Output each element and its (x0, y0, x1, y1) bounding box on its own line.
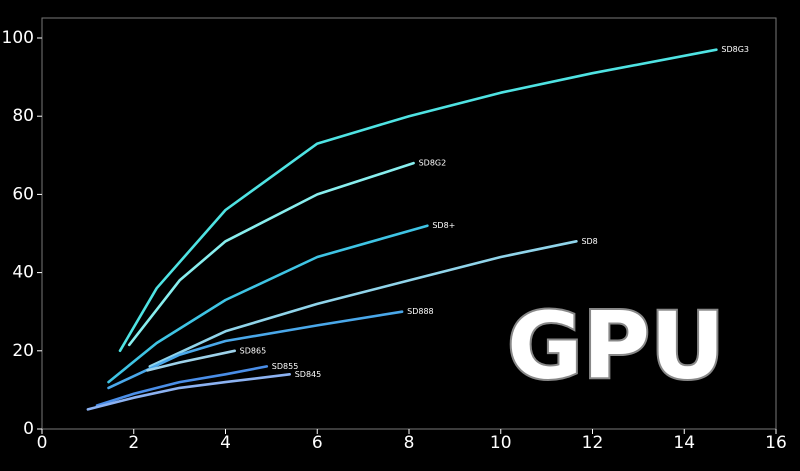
series-label: SD8G2 (419, 159, 447, 168)
y-tick-label: 60 (12, 184, 34, 204)
series-line (148, 240, 578, 368)
series-label: SD855 (272, 362, 299, 371)
x-tick-label: 12 (582, 433, 604, 453)
series-line (107, 224, 429, 384)
x-tick-label: 8 (404, 433, 415, 453)
x-tick-label: 0 (37, 433, 48, 453)
x-tick-label: 10 (490, 433, 512, 453)
x-tick-label: 6 (312, 433, 323, 453)
annotation: GPU (507, 292, 725, 399)
y-tick-label: 20 (12, 341, 34, 361)
y-tick-label: 100 (2, 28, 34, 48)
x-tick-label: 14 (673, 433, 695, 453)
series-label: SD8 (581, 237, 597, 246)
series-line (107, 310, 404, 390)
y-tick-label: 80 (12, 106, 34, 126)
series-line (146, 349, 236, 372)
series-label: SD865 (240, 346, 267, 355)
series-label: SD8G3 (721, 45, 749, 54)
series-line (86, 373, 291, 411)
series-line (118, 48, 718, 353)
y-tick-label: 40 (12, 263, 34, 283)
x-tick-label: 4 (220, 433, 231, 453)
series-line (95, 365, 269, 407)
series-label: SD845 (295, 370, 322, 379)
series-line (127, 161, 415, 347)
x-tick-label: 2 (128, 433, 139, 453)
y-tick-label: 0 (23, 419, 34, 439)
x-tick-label: 16 (765, 433, 787, 453)
series-label: SD8+ (432, 221, 455, 230)
series-label: SD888 (407, 307, 434, 316)
